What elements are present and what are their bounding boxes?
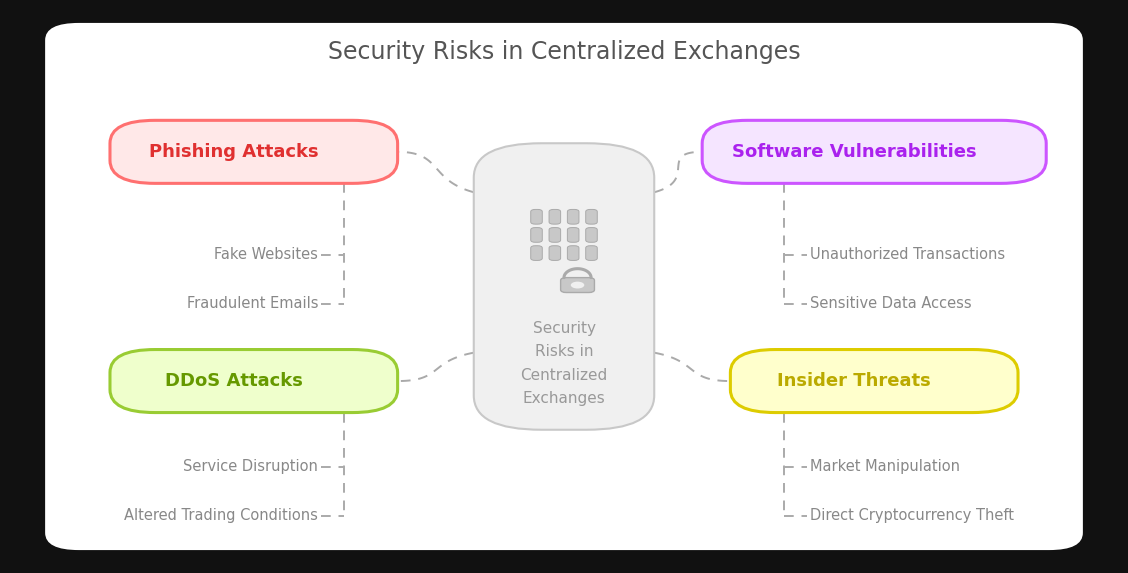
Text: Insider Threats: Insider Threats: [777, 372, 931, 390]
FancyBboxPatch shape: [474, 143, 654, 430]
FancyBboxPatch shape: [585, 209, 598, 224]
FancyBboxPatch shape: [731, 350, 1017, 413]
FancyBboxPatch shape: [111, 350, 398, 413]
Text: DDoS Attacks: DDoS Attacks: [165, 372, 302, 390]
FancyBboxPatch shape: [585, 246, 598, 260]
FancyBboxPatch shape: [549, 227, 561, 242]
FancyBboxPatch shape: [702, 120, 1047, 183]
Text: Service Disruption: Service Disruption: [183, 460, 318, 474]
Text: Sensitive Data Access: Sensitive Data Access: [810, 296, 971, 311]
FancyBboxPatch shape: [567, 209, 579, 224]
FancyBboxPatch shape: [45, 23, 1083, 550]
Text: Security
Risks in
Centralized
Exchanges: Security Risks in Centralized Exchanges: [520, 321, 608, 406]
Text: Unauthorized Transactions: Unauthorized Transactions: [810, 248, 1005, 262]
Text: Security Risks in Centralized Exchanges: Security Risks in Centralized Exchanges: [328, 40, 800, 64]
FancyBboxPatch shape: [585, 227, 598, 242]
FancyBboxPatch shape: [561, 278, 594, 293]
Text: Fake Websites: Fake Websites: [214, 248, 318, 262]
FancyBboxPatch shape: [531, 227, 543, 242]
FancyBboxPatch shape: [531, 246, 543, 260]
Text: Direct Cryptocurrency Theft: Direct Cryptocurrency Theft: [810, 508, 1014, 523]
Text: Altered Trading Conditions: Altered Trading Conditions: [124, 508, 318, 523]
FancyBboxPatch shape: [567, 227, 579, 242]
FancyBboxPatch shape: [549, 209, 561, 224]
FancyBboxPatch shape: [531, 209, 543, 224]
Text: Fraudulent Emails: Fraudulent Emails: [186, 296, 318, 311]
Text: Phishing Attacks: Phishing Attacks: [149, 143, 318, 161]
FancyBboxPatch shape: [549, 246, 561, 260]
FancyBboxPatch shape: [567, 246, 579, 260]
Text: Market Manipulation: Market Manipulation: [810, 460, 960, 474]
FancyBboxPatch shape: [111, 120, 398, 183]
Text: Software Vulnerabilities: Software Vulnerabilities: [732, 143, 976, 161]
Circle shape: [571, 282, 584, 289]
